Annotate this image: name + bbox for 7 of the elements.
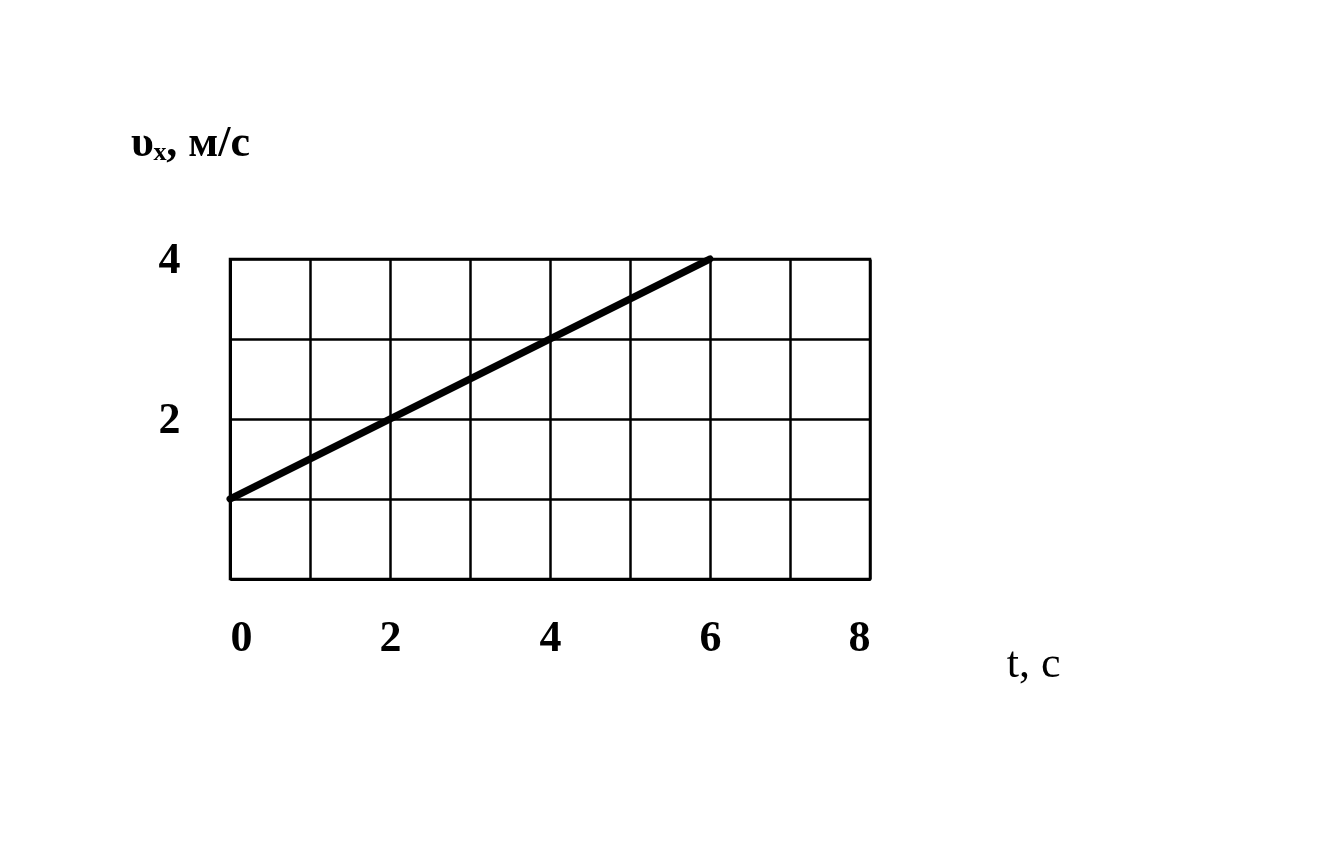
x-tick-label: 8: [848, 611, 871, 661]
x-tick-label: 4: [539, 611, 562, 661]
x-tick-label: 2: [379, 611, 402, 661]
x-tick-label: 0: [230, 611, 253, 661]
x-axis-title: t, с: [1006, 637, 1061, 687]
x-tick-label: 6: [699, 611, 722, 661]
y-axis-title: υₓ, м/с: [130, 116, 251, 166]
